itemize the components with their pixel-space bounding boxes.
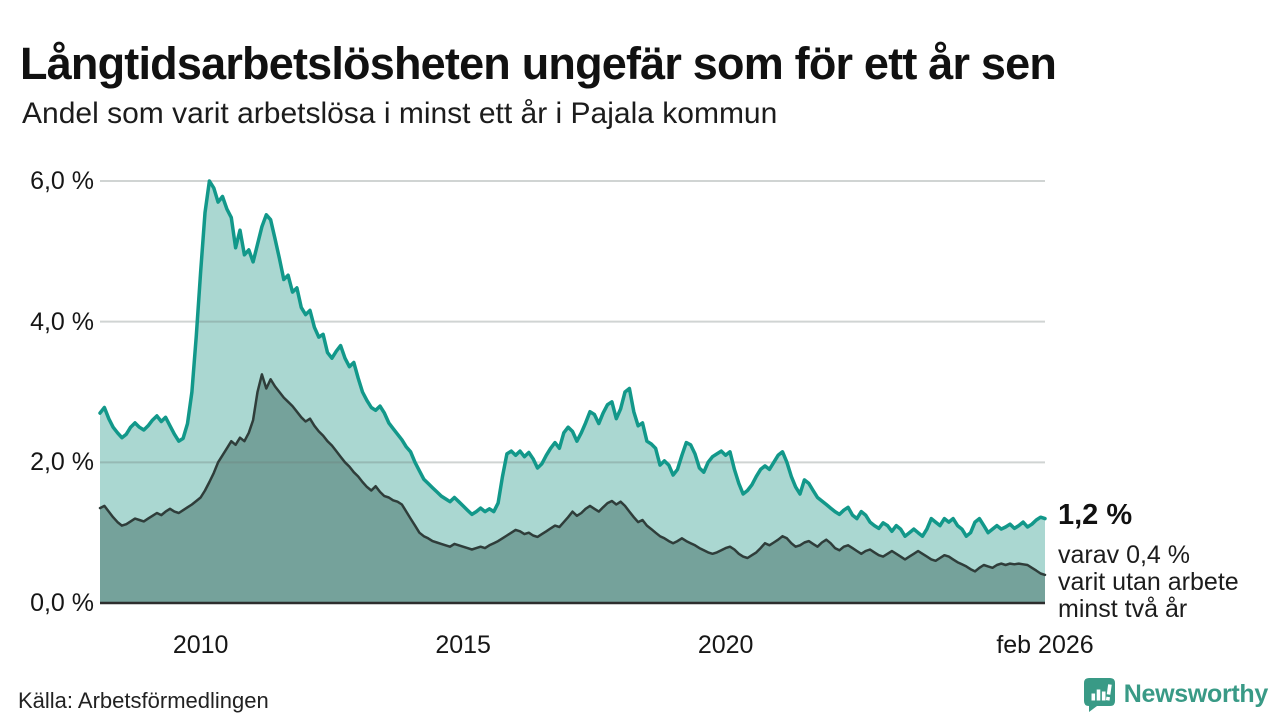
page-title: Långtidsarbetslösheten ungefär som för e… <box>20 38 1057 90</box>
source-note: Källa: Arbetsförmedlingen <box>18 688 269 713</box>
newsworthy-logo-icon <box>1083 678 1115 712</box>
series-area-1 <box>100 374 1045 603</box>
newsworthy-logo: Newsworthy <box>1083 677 1269 712</box>
newsworthy-logo-text: Newsworthy <box>1123 680 1269 708</box>
x-axis-label: 2010 <box>172 631 229 659</box>
x-axis-label: 2020 <box>697 631 754 659</box>
x-axis-label: feb 2026 <box>996 631 1094 659</box>
y-axis-label: 0,0 % <box>30 589 94 617</box>
series-line-0 <box>98 179 1047 538</box>
annotation-value: 1,2 % <box>1058 499 1133 531</box>
y-axis-label: 4,0 % <box>30 307 94 336</box>
annotation-note-line: minst två år <box>1058 595 1188 623</box>
y-axis-label: 6,0 % <box>30 167 94 195</box>
x-axis-label: 2015 <box>435 631 491 659</box>
annotation-note-line: varav 0,4 % <box>1058 541 1191 569</box>
latest-value-annotation: 1,2 % varav 0,4 % varit utan arbete mins… <box>1058 499 1239 623</box>
annotation-note-line: varit utan arbete <box>1058 568 1239 596</box>
chart-subtitle: Andel som varit arbetslösa i minst ett å… <box>22 97 778 130</box>
y-axis-label: 2,0 % <box>30 448 94 477</box>
series-line-1 <box>98 373 1047 577</box>
